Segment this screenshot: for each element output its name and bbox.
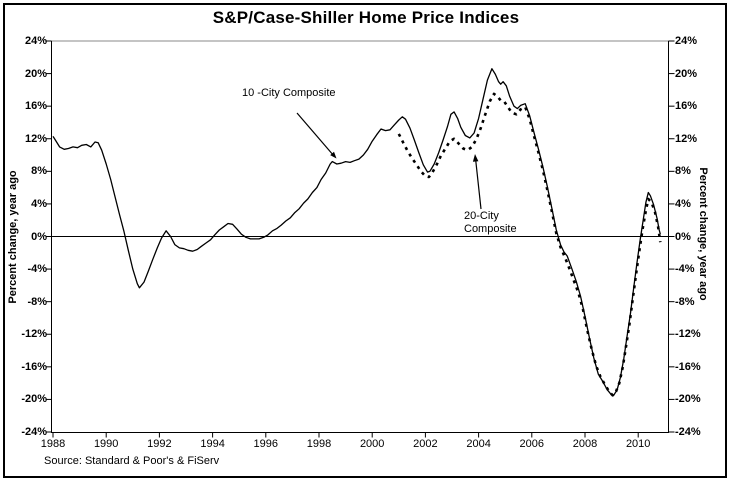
x-tick-label: 1998 [306,438,332,450]
y-tick-label-left: 24% [24,35,47,47]
y-tick-label-right: -12% [675,328,701,341]
x-tick-label: 2006 [519,438,545,450]
figure-border [3,3,727,478]
y-tick-label-right: 12% [675,132,698,145]
x-tick-label: 2004 [466,438,491,450]
x-tick-label: 1988 [40,438,66,450]
y-tick-label-left: 12% [24,132,47,145]
x-tick-label: 2000 [359,438,385,450]
twenty-city-arrowhead [472,154,479,162]
y-tick-label-left: 8% [31,165,47,178]
y-tick-label-left: -20% [21,393,47,406]
y-tick-label-left: -8% [27,295,47,308]
y-tick-label-left: 20% [24,67,47,80]
y-tick-label-right: 0% [675,230,691,243]
x-tick-label: 2010 [625,438,651,450]
series-20-city [397,92,662,397]
y-tick-label-right: 24% [675,35,698,47]
y-tick-label-left: -24% [21,425,47,438]
x-tick-label: 2008 [572,438,598,450]
y-tick-label-right: 16% [675,100,698,113]
x-tick-label: 1996 [253,438,279,450]
data-series [52,68,662,397]
twenty-city-annotation-line: Composite [464,223,517,235]
series-10-city [52,68,661,396]
y-tick-label-left: -4% [27,263,47,276]
y-tick-label-right: 4% [675,197,691,210]
y-tick-label-left: 0% [31,230,47,243]
axis-ticks [45,40,675,438]
x-tick-label: 1992 [147,438,172,450]
right-axis-title: Percent change, year ago [697,167,709,301]
ten-city-annotation-label: 10 -City Composite [242,87,336,99]
y-tick-label-right: -20% [675,393,701,406]
y-tick-label-right: -8% [675,295,695,308]
x-tick-label: 1990 [93,438,119,450]
y-tick-label-right: -24% [675,425,701,438]
y-tick-label-right: -16% [675,360,701,373]
y-tick-label-right: -4% [675,263,695,276]
y-tick-label-left: 16% [24,100,47,113]
twenty-city-annotation-line: 20-City [464,210,499,222]
y-tick-label-left: -16% [21,360,47,373]
source-note: Source: Standard & Poor's & FiServ [44,455,220,467]
x-tick-label: 2002 [413,438,438,450]
twenty-city-annotation-label: 20-City Composite [464,210,517,236]
chart-title: S&P/Case-Shiller Home Price Indices [212,8,520,27]
y-tick-label-left: -12% [21,328,47,341]
y-tick-label-right: 20% [675,67,698,80]
left-axis-title: Percent change, year ago [7,170,19,304]
ten-city-leader-arrowhead [330,151,337,159]
y-tick-label-left: 4% [31,197,47,210]
y-tick-label-right: 8% [675,165,691,178]
ten-city-leader-line [296,112,335,157]
x-tick-label: 1994 [200,438,225,450]
twenty-city-arrow-line [475,160,482,210]
